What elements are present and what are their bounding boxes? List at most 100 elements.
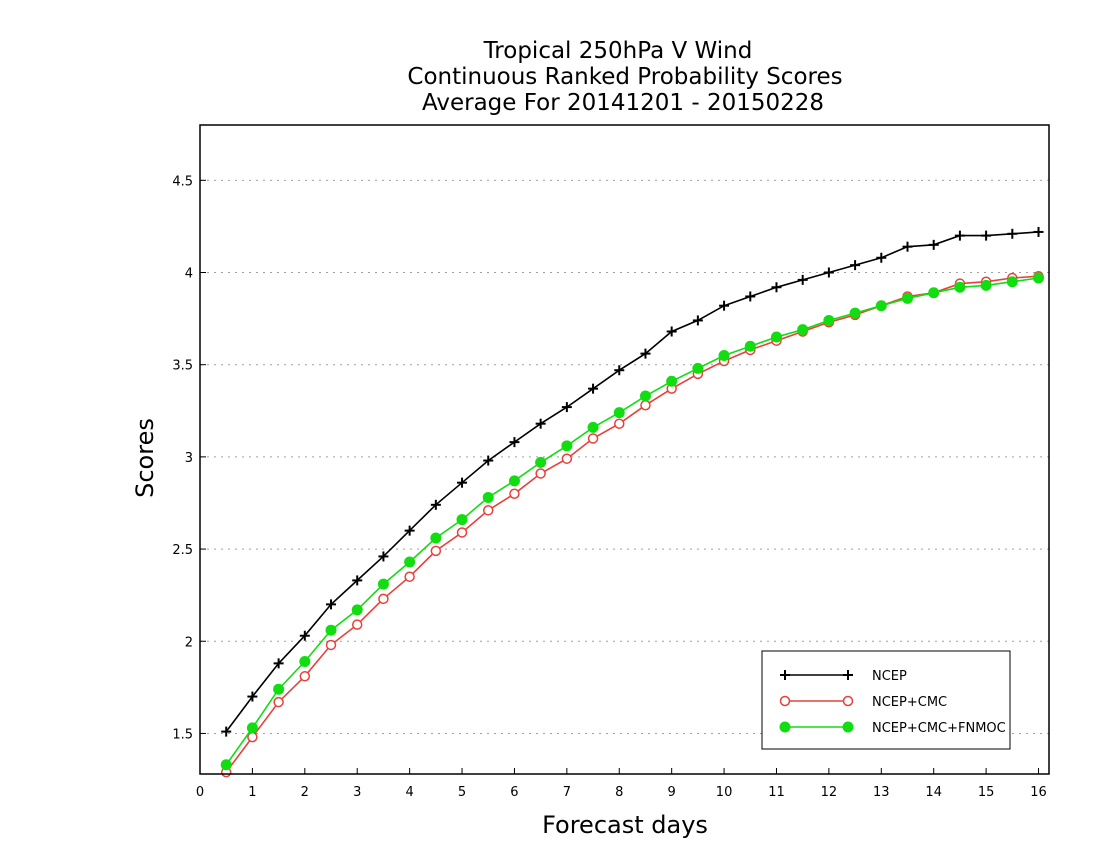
data-point-ncep bbox=[221, 726, 232, 737]
data-point-ncep-cmc-fnmoc bbox=[351, 604, 363, 616]
data-point-ncep-cmc bbox=[535, 468, 546, 479]
x-tick-label: 16 bbox=[1030, 785, 1047, 800]
data-point-ncep-cmc-fnmoc bbox=[377, 578, 389, 590]
data-point-ncep-cmc bbox=[430, 545, 442, 557]
x-tick-label: 10 bbox=[716, 785, 733, 800]
data-point-ncep-cmc-fnmoc bbox=[535, 456, 547, 468]
data-point-ncep bbox=[692, 315, 703, 326]
y-tick-label: 4 bbox=[185, 267, 193, 282]
x-tick-label: 1 bbox=[248, 785, 256, 800]
legend-label: NCEP bbox=[872, 669, 907, 684]
data-point-ncep-cmc bbox=[325, 639, 337, 651]
x-tick-label: 11 bbox=[768, 785, 785, 800]
data-point-ncep bbox=[430, 499, 441, 510]
data-point-ncep bbox=[797, 274, 808, 285]
data-point-ncep-cmc bbox=[378, 593, 389, 605]
data-point-ncep bbox=[299, 630, 310, 641]
data-point-ncep-cmc-fnmoc bbox=[246, 722, 258, 734]
chart-title-line-2: Continuous Ranked Probability Scores bbox=[407, 64, 842, 90]
data-point-ncep-cmc bbox=[273, 696, 284, 708]
data-point-ncep bbox=[457, 477, 468, 488]
x-tick-label: 13 bbox=[873, 785, 890, 800]
legend-label: NCEP+CMC+FNMOC bbox=[872, 721, 1006, 736]
data-point-ncep-cmc bbox=[482, 505, 494, 516]
data-point-ncep bbox=[902, 241, 913, 252]
data-point-ncep-cmc bbox=[587, 433, 599, 444]
series-ncep-cmc-fnmoc bbox=[220, 272, 1045, 771]
data-point-ncep bbox=[561, 402, 572, 413]
chart-title-line-1: Tropical 250hPa V Wind bbox=[483, 38, 753, 64]
data-point-ncep-cmc bbox=[509, 488, 520, 499]
data-point-ncep-cmc-fnmoc bbox=[849, 307, 861, 319]
legend-marker bbox=[842, 695, 854, 707]
data-point-ncep bbox=[404, 525, 415, 536]
y-axis-title: Scores bbox=[131, 418, 159, 498]
data-point-ncep-cmc-fnmoc bbox=[613, 407, 625, 419]
data-point-ncep-cmc bbox=[456, 527, 468, 538]
data-point-ncep-cmc-fnmoc bbox=[430, 532, 442, 544]
data-point-ncep bbox=[535, 418, 546, 429]
y-tick-label: 3 bbox=[185, 451, 193, 466]
legend-marker bbox=[843, 670, 853, 680]
y-tick-label: 1.5 bbox=[172, 727, 193, 742]
data-point-ncep-cmc-fnmoc bbox=[692, 362, 704, 374]
data-point-ncep-cmc-fnmoc bbox=[299, 656, 311, 668]
data-series bbox=[220, 226, 1045, 778]
data-point-ncep bbox=[928, 239, 939, 250]
data-point-ncep-cmc-fnmoc bbox=[587, 421, 599, 433]
series-line-ncep bbox=[225, 231, 1039, 733]
legend-label: NCEP+CMC bbox=[872, 695, 947, 710]
data-point-ncep bbox=[876, 252, 887, 263]
plot-frame bbox=[199, 124, 1050, 775]
data-point-ncep bbox=[1007, 228, 1018, 239]
data-point-ncep-cmc-fnmoc bbox=[273, 683, 285, 695]
legend: NCEP NCEP+CMC NCEP+CMC+FNMOC bbox=[761, 650, 1011, 750]
x-tick-label: 9 bbox=[668, 785, 676, 800]
legend-marker bbox=[842, 721, 854, 733]
data-point-ncep bbox=[719, 300, 730, 311]
legend-item-ncep-cmc-fnmoc: NCEP+CMC+FNMOC bbox=[779, 721, 1006, 736]
y-tick-label: 2 bbox=[185, 635, 193, 650]
x-tick-label: 14 bbox=[925, 785, 942, 800]
x-tick-label: 3 bbox=[353, 785, 361, 800]
data-point-ncep-cmc-fnmoc bbox=[404, 556, 416, 568]
data-point-ncep bbox=[745, 291, 756, 302]
data-point-ncep-cmc-fnmoc bbox=[823, 314, 835, 326]
x-tick-label: 5 bbox=[458, 785, 466, 800]
y-tick-label: 3.5 bbox=[172, 359, 193, 374]
data-point-ncep bbox=[326, 599, 337, 610]
data-point-ncep bbox=[378, 551, 389, 562]
x-tick-label: 8 bbox=[615, 785, 623, 800]
data-point-ncep-cmc-fnmoc bbox=[482, 491, 494, 503]
data-point-ncep-cmc-fnmoc bbox=[639, 390, 651, 402]
data-point-ncep-cmc-fnmoc bbox=[718, 349, 730, 361]
y-tick-label: 4.5 bbox=[172, 174, 193, 189]
data-point-ncep-cmc-fnmoc bbox=[508, 475, 520, 487]
data-point-ncep-cmc bbox=[299, 671, 311, 682]
data-point-ncep bbox=[273, 658, 284, 669]
x-axis-title: Forecast days bbox=[542, 811, 708, 839]
data-point-ncep-cmc bbox=[404, 571, 415, 582]
chart-title-line-3: Average For 20141201 - 20150228 bbox=[422, 90, 824, 116]
data-point-ncep bbox=[614, 365, 625, 376]
x-tick-label: 0 bbox=[196, 785, 204, 800]
series-ncep bbox=[221, 226, 1044, 737]
data-point-ncep bbox=[640, 348, 651, 359]
data-point-ncep bbox=[850, 260, 861, 271]
x-tick-label: 7 bbox=[563, 785, 571, 800]
gridlines bbox=[200, 179, 1049, 734]
legend-item-ncep: NCEP bbox=[780, 669, 907, 684]
axes: 1.522.533.544.50 1 2 3 4 5 6 7 8 9 10 11 12 13 14 15 16 bbox=[172, 174, 1046, 800]
data-point-ncep bbox=[1033, 226, 1044, 237]
data-point-ncep-cmc-fnmoc bbox=[797, 324, 809, 336]
data-point-ncep-cmc-fnmoc bbox=[456, 514, 468, 526]
data-point-ncep bbox=[954, 230, 965, 241]
x-tick-label: 15 bbox=[978, 785, 995, 800]
legend-marker bbox=[779, 695, 791, 707]
data-point-ncep-cmc-fnmoc bbox=[561, 440, 573, 452]
legend-box bbox=[761, 650, 1011, 750]
data-point-ncep-cmc bbox=[614, 418, 625, 429]
x-tick-label: 6 bbox=[510, 785, 518, 800]
legend-item-ncep-cmc: NCEP+CMC bbox=[779, 695, 947, 710]
data-point-ncep-cmc bbox=[351, 619, 363, 630]
